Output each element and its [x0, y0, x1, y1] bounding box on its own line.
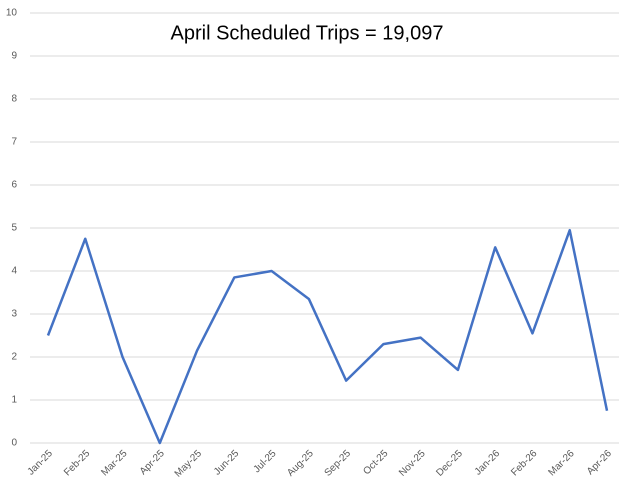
x-tick-label: Apr-25: [138, 448, 167, 477]
chart-title: April Scheduled Trips = 19,097: [171, 22, 444, 44]
x-tick-label: Mar-26: [547, 448, 577, 478]
x-tick-label: Jun-25: [212, 448, 242, 478]
x-tick-label: May-25: [173, 448, 205, 480]
y-tick-label: 4: [11, 266, 17, 277]
y-tick-label: 10: [6, 8, 18, 19]
y-tick-label: 1: [11, 395, 17, 406]
y-tick-label: 2: [11, 352, 17, 363]
x-tick-label: Dec-25: [434, 448, 465, 479]
x-tick-label: Mar-25: [99, 448, 129, 478]
y-tick-label: 3: [11, 309, 17, 320]
x-tick-label: Feb-26: [509, 448, 539, 478]
x-tick-label: Nov-25: [397, 448, 428, 479]
x-tick-label: Jan-25: [26, 448, 56, 478]
line-series: [46, 228, 609, 445]
y-tick-label: 7: [11, 137, 17, 148]
x-tick-label: Jan-26: [473, 448, 503, 478]
y-tick-label: 5: [11, 223, 17, 234]
x-tick-label: Oct-25: [361, 448, 390, 477]
x-tick-label: Aug-25: [285, 448, 316, 479]
y-tick-label: 9: [11, 51, 17, 62]
y-tick-label: 0: [11, 438, 17, 449]
x-tick-label: Sep-25: [323, 448, 354, 479]
x-tick-label: Jul-25: [252, 448, 279, 475]
y-tick-label: 8: [11, 94, 17, 105]
x-tick-label: Apr-26: [585, 448, 614, 477]
x-tick-label: Feb-25: [62, 448, 92, 478]
y-tick-label: 6: [11, 180, 17, 191]
